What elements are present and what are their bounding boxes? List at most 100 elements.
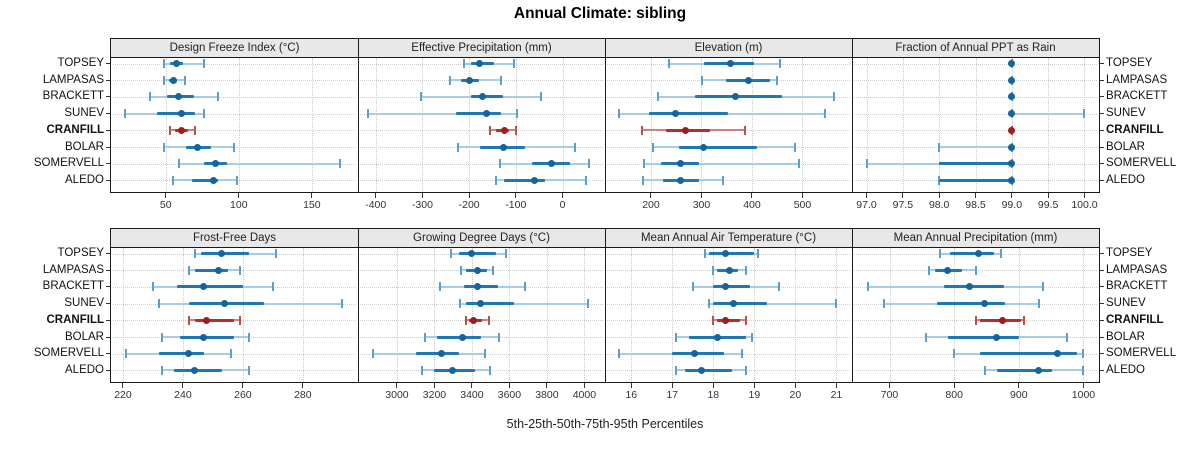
median-dot	[1008, 176, 1016, 184]
interval-iqr-25-75	[192, 178, 219, 182]
grid-line-vertical	[515, 58, 517, 192]
grid-line-vertical	[939, 58, 941, 192]
grid-line-vertical	[954, 248, 956, 382]
interval-cap-5th	[925, 332, 928, 342]
site-label-right-somervell: SOMERVELL	[1106, 157, 1177, 170]
interval-cap-95th	[271, 282, 274, 292]
interval-iqr-25-75	[944, 285, 1004, 289]
y-axis-tick-left	[106, 79, 110, 81]
median-dot	[998, 316, 1006, 324]
grid-line-horizontal	[113, 96, 356, 98]
interval-cap-95th	[193, 125, 196, 135]
panel-plot	[852, 248, 1099, 382]
median-dot	[194, 143, 202, 151]
interval-cap-5th	[494, 175, 497, 185]
x-axis-tick-label: 260	[234, 389, 252, 401]
interval-cap-95th	[512, 59, 515, 68]
grid-line-vertical	[795, 248, 797, 382]
interval-range-5-95	[939, 146, 1012, 148]
median-dot	[691, 350, 699, 358]
panel-divider	[605, 229, 606, 382]
y-axis-tick-right	[1100, 113, 1104, 115]
interval-cap-5th	[367, 109, 370, 119]
median-dot	[944, 266, 952, 274]
y-axis-tick-right	[1100, 286, 1104, 288]
median-dot	[169, 76, 177, 84]
interval-cap-5th	[424, 332, 427, 342]
interval-cap-5th	[865, 159, 868, 169]
median-dot	[185, 350, 193, 358]
interval-iqr-25-75	[470, 95, 504, 99]
interval-iqr-25-75	[194, 268, 228, 272]
interval-cap-5th	[169, 125, 172, 135]
interval-iqr-25-75	[950, 252, 994, 255]
interval-cap-5th	[458, 299, 461, 309]
grid-line-vertical	[471, 248, 473, 382]
grid-line-horizontal	[113, 130, 356, 132]
interval-cap-95th	[247, 332, 250, 342]
interval-cap-95th	[492, 265, 495, 275]
interval-cap-95th	[835, 299, 838, 309]
interval-cap-5th	[701, 75, 704, 85]
interval-iqr-25-75	[158, 352, 204, 356]
interval-cap-5th	[193, 249, 196, 258]
interval-cap-5th	[151, 282, 154, 292]
grid-line-horizontal	[113, 353, 356, 355]
interval-cap-95th	[777, 282, 780, 292]
grid-line-vertical	[975, 58, 977, 192]
x-axis-tick	[562, 193, 563, 198]
median-dot	[482, 110, 490, 118]
y-axis-tick-left	[106, 113, 110, 115]
grid-line-horizontal	[854, 63, 1097, 65]
interval-cap-95th	[776, 75, 779, 85]
interval-iqr-25-75	[713, 285, 751, 289]
median-dot	[459, 333, 467, 341]
grid-line-vertical	[434, 248, 436, 382]
interval-cap-5th	[160, 365, 163, 375]
median-dot	[448, 366, 456, 374]
interval-cap-5th	[157, 299, 160, 309]
median-dot	[200, 333, 208, 341]
site-label-right-topsey: TOPSEY	[1106, 57, 1153, 69]
x-axis-tick-label: 900	[1010, 389, 1028, 401]
x-axis-tick-label: 1000	[1071, 389, 1096, 401]
interval-iqr-25-75	[679, 145, 758, 149]
interval-range-5-95	[178, 162, 340, 165]
x-axis-tick	[1082, 383, 1084, 388]
interval-cap-5th	[448, 75, 451, 85]
grid-line-vertical	[751, 58, 753, 192]
x-axis-tick-label: 19	[748, 389, 761, 401]
x-axis-tick	[1018, 383, 1020, 388]
interval-cap-5th	[187, 265, 190, 275]
panel-title: Frost-Free Days	[192, 232, 277, 244]
site-label-right-topsey: TOPSEY	[1106, 247, 1153, 259]
interval-cap-5th	[866, 282, 869, 292]
median-dot	[1008, 160, 1016, 168]
panel-divider	[605, 39, 606, 192]
x-axis-tick	[122, 383, 124, 388]
y-axis-tick-right	[1100, 369, 1104, 371]
median-dot	[1008, 143, 1016, 151]
site-label-left-aledo: ALEDO	[65, 363, 104, 376]
grid-line-vertical	[302, 248, 304, 382]
median-dot	[474, 283, 482, 291]
site-label-left-somervell: SOMERVELL	[33, 157, 104, 170]
interval-cap-95th	[741, 349, 744, 359]
interval-cap-95th	[833, 92, 836, 102]
median-dot	[547, 160, 555, 168]
panel-title: Design Freeze Index (°C)	[169, 42, 300, 54]
x-axis-tick-label: 3600	[497, 389, 522, 401]
grid-line-vertical	[546, 248, 548, 382]
grid-line-vertical	[238, 58, 240, 192]
y-axis-tick-right	[1100, 179, 1104, 181]
x-axis-tick	[866, 193, 868, 198]
grid-line-vertical	[242, 248, 244, 382]
grid-line-vertical	[701, 58, 703, 192]
site-label-left-topsey: TOPSEY	[57, 247, 104, 259]
interval-iqr-25-75	[996, 368, 1053, 372]
interval-cap-95th	[217, 92, 220, 102]
panel-plot	[605, 58, 852, 192]
interval-range-5-95	[1011, 112, 1085, 115]
median-dot	[713, 333, 721, 341]
median-dot	[476, 60, 484, 67]
